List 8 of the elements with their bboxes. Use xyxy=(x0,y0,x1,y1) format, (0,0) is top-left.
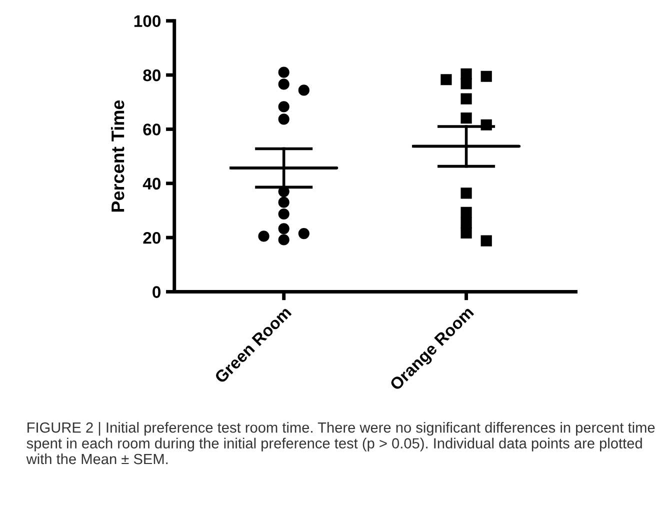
y-tick-label: 80 xyxy=(143,69,160,82)
y-axis-title: Percent Time xyxy=(110,100,124,212)
y-tick-label: 40 xyxy=(142,178,160,190)
caption: FIGURE 2 | Initial preference test room time. There were no significant differences in percent time spent in each room during the initial preference test (p > 0.05). Individual data points are plotted with the Mean ± SEM. xyxy=(26,422,655,464)
y-tick-label: 60 xyxy=(143,124,160,136)
y-tick-label: 100 xyxy=(134,15,160,28)
y-tick-label: 0 xyxy=(152,286,160,298)
y-tick-label: 20 xyxy=(143,232,160,244)
